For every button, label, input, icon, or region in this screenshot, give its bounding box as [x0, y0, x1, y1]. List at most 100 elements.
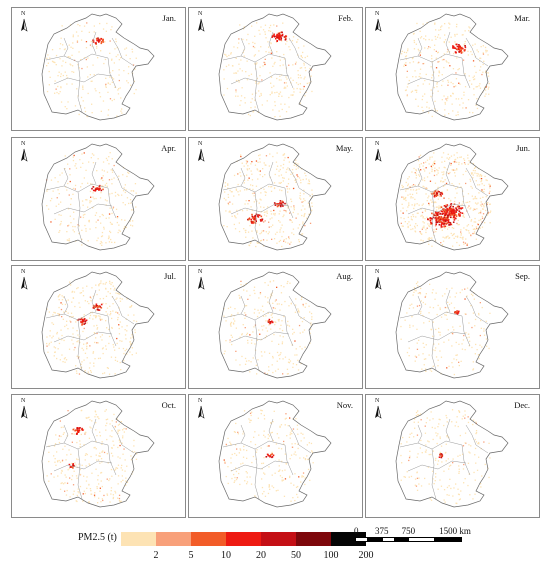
emission-pixel [57, 189, 59, 191]
emission-pixel [276, 433, 278, 435]
emission-pixel [72, 484, 75, 486]
emission-pixel [300, 209, 303, 211]
emission-pixel [417, 62, 419, 64]
emission-pixel [270, 293, 272, 295]
emission-pixel [311, 316, 313, 318]
emission-pixel [64, 445, 66, 447]
emission-pixel [129, 306, 132, 308]
emission-pixel [479, 334, 481, 337]
emission-pixel [435, 50, 437, 52]
province-boundary [77, 448, 83, 500]
emission-pixel [458, 364, 460, 367]
emission-pixel [92, 207, 94, 209]
emission-pixel [114, 191, 117, 194]
emission-pixel [71, 54, 73, 56]
emission-pixel [450, 487, 452, 490]
emission-pixel [105, 424, 107, 427]
province-boundary [288, 167, 312, 197]
emission-pixel [77, 23, 79, 26]
emission-pixel [260, 338, 262, 341]
emission-pixel [311, 90, 313, 93]
emission-pixel [238, 63, 240, 65]
emission-pixel [109, 305, 111, 307]
emission-pixel [413, 48, 416, 50]
emission-pixel [280, 165, 282, 167]
emission-pixel [421, 228, 423, 230]
emission-pixel [110, 493, 112, 495]
emission-pixel [231, 191, 233, 193]
emission-pixel [238, 42, 240, 44]
emission-pixel [411, 432, 413, 434]
emission-pixel [107, 291, 109, 293]
emission-pixel [473, 298, 475, 300]
emission-pixel [485, 71, 487, 74]
emission-pixel [86, 357, 88, 359]
emission-pixel [272, 302, 274, 304]
emission-pixel [279, 75, 281, 77]
emission-pixel [419, 154, 422, 156]
emission-pixel [109, 435, 111, 437]
emission-pixel [268, 352, 271, 354]
emission-pixel [46, 57, 48, 59]
emission-pixel [112, 440, 114, 442]
emission-pixel [58, 314, 60, 316]
emission-pixel [234, 228, 237, 230]
emission-pixel [403, 198, 405, 200]
emission-pixel [285, 413, 287, 415]
emission-pixel [130, 459, 133, 461]
month-label: Jun. [516, 143, 530, 153]
emission-pixel [434, 182, 437, 184]
emission-hotspot-pixel [68, 463, 71, 466]
emission-pixel [246, 174, 248, 176]
emission-pixel [436, 81, 438, 84]
emission-pixel [48, 70, 50, 73]
emission-pixel [248, 168, 250, 170]
emission-pixel [416, 348, 419, 350]
emission-pixel [468, 205, 470, 207]
emission-pixel [474, 172, 476, 174]
emission-pixel [459, 454, 461, 456]
emission-pixel [310, 442, 313, 445]
emission-pixel [78, 232, 80, 235]
emission-pixel [78, 336, 80, 338]
emission-pixel [433, 343, 435, 345]
emission-pixel [97, 342, 99, 344]
emission-pixel [442, 240, 445, 242]
emission-pixel [466, 229, 468, 231]
emission-pixel [135, 352, 137, 354]
emission-pixel [439, 308, 441, 311]
emission-pixel [464, 432, 467, 434]
emission-pixel [424, 425, 426, 427]
emission-pixel [443, 66, 445, 69]
emission-pixel [46, 342, 48, 345]
emission-pixel [276, 360, 278, 362]
province-boundary [284, 57, 294, 89]
emission-pixel [117, 464, 120, 466]
emission-hotspot-pixel [457, 45, 460, 48]
emission-pixel [130, 305, 132, 308]
emission-pixel [288, 305, 290, 307]
emission-pixel [272, 213, 275, 215]
emission-pixel [59, 224, 61, 226]
emission-pixel [429, 46, 431, 49]
emission-pixel [58, 438, 60, 440]
emission-pixel [68, 44, 70, 46]
emission-pixel [297, 359, 299, 361]
emission-pixel [299, 345, 301, 348]
emission-pixel [270, 50, 272, 52]
emission-pixel [409, 224, 411, 226]
emission-pixel [476, 86, 478, 88]
emission-pixel [464, 410, 466, 412]
emission-pixel [462, 453, 464, 455]
emission-pixel [455, 188, 457, 190]
emission-pixel [407, 225, 409, 228]
emission-hotspot-pixel [269, 321, 272, 323]
emission-pixel [47, 351, 49, 353]
emission-pixel [96, 239, 98, 242]
emission-pixel [470, 219, 473, 221]
emission-pixel [479, 69, 481, 71]
emission-pixel [291, 433, 293, 435]
emission-pixel [78, 113, 80, 116]
emission-pixel [289, 243, 291, 245]
emission-pixel [480, 178, 483, 180]
